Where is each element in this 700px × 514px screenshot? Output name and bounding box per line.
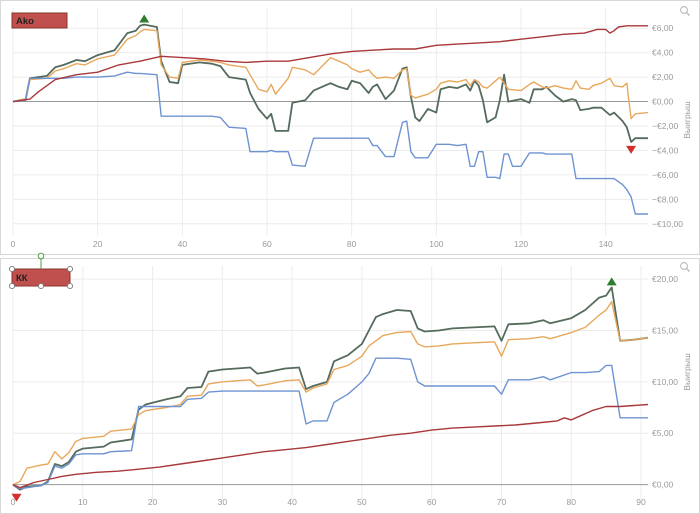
top-chart-panel	[0, 0, 700, 255]
top-x-ticks: 0 20 40 60 80 100 120 140	[11, 239, 613, 249]
top-title-tag[interactable]: Ako	[11, 12, 68, 29]
max-marker	[139, 14, 150, 23]
y-tick-label: −€6,00	[652, 170, 679, 180]
series-line-2	[12, 28, 649, 120]
y-tick-label: €4,00	[652, 48, 674, 58]
x-tick-label: 0	[11, 497, 16, 507]
x-tick-label: 20	[148, 497, 158, 507]
bottom-series-group	[12, 286, 649, 491]
bottom-zoom-icon[interactable]	[680, 262, 690, 272]
series-line-3	[12, 357, 648, 490]
top-markers	[139, 14, 637, 154]
bottom-grid	[12, 266, 648, 500]
y-tick-label: −€4,00	[652, 145, 679, 155]
series-line-1	[12, 286, 649, 491]
bottom-y-ticks: €20,00 €15,00 €10,00 €5,00 €0,00	[652, 274, 678, 489]
x-tick-label: 140	[599, 239, 613, 249]
x-tick-label: 0	[11, 239, 16, 249]
x-tick-label: 50	[357, 497, 367, 507]
y-tick-label: −€10,00	[652, 219, 683, 229]
max-marker	[606, 277, 617, 286]
x-tick-label: 40	[287, 497, 297, 507]
rotate-handle[interactable]	[37, 252, 45, 260]
x-tick-label: 60	[262, 239, 272, 249]
top-series-group	[12, 23, 649, 215]
y-tick-label: €0,00	[652, 480, 674, 490]
x-tick-label: 70	[497, 497, 507, 507]
x-tick-label: 90	[636, 497, 646, 507]
y-tick-label: −€8,00	[652, 194, 679, 204]
x-tick-label: 30	[218, 497, 228, 507]
bottom-title-tag[interactable]: КК	[8, 252, 74, 290]
x-tick-label: 10	[78, 497, 88, 507]
bottom-x-ticks: 0 10 20 30 40 50 60 70 80 90	[11, 497, 646, 507]
x-tick-label: 80	[347, 239, 357, 249]
series-line-2	[12, 301, 649, 486]
resize-handle[interactable]	[66, 282, 74, 290]
series-line-1	[12, 23, 648, 143]
series-line-4	[12, 403, 649, 489]
series-line-4	[12, 25, 648, 103]
bottom-markers	[11, 277, 617, 502]
resize-handle[interactable]	[66, 265, 74, 273]
x-tick-label: 40	[178, 239, 188, 249]
x-tick-label: 60	[427, 497, 437, 507]
resize-handle[interactable]	[8, 265, 16, 273]
x-tick-label: 100	[429, 239, 443, 249]
y-tick-label: €2,00	[652, 72, 674, 82]
y-tick-label: €20,00	[652, 274, 678, 284]
y-tick-label: €0,00	[652, 97, 674, 107]
x-tick-label: 80	[567, 497, 577, 507]
y-tick-label: €5,00	[652, 428, 674, 438]
y-tick-label: −€2,00	[652, 121, 679, 131]
bottom-y-axis-label: Выигрыш	[682, 353, 692, 390]
y-tick-label: €15,00	[652, 326, 678, 336]
x-tick-label: 20	[93, 239, 103, 249]
x-tick-label: 120	[514, 239, 528, 249]
bottom-title: КК	[16, 273, 28, 284]
min-marker	[626, 145, 637, 154]
top-title: Ako	[16, 16, 34, 27]
top-y-ticks: €6,00 €4,00 €2,00 €0,00 −€2,00 −€4,00 −€6,00 −€…	[652, 23, 683, 229]
top-y-axis-label: Выигрыш	[682, 101, 692, 138]
resize-handle[interactable]	[37, 282, 45, 290]
series-line-3	[12, 71, 648, 215]
top-zoom-icon[interactable]	[680, 6, 690, 16]
min-marker	[11, 493, 22, 502]
resize-handle[interactable]	[8, 282, 16, 290]
y-tick-label: €6,00	[652, 23, 674, 33]
y-tick-label: €10,00	[652, 377, 678, 387]
bottom-chart-panel	[0, 258, 700, 514]
